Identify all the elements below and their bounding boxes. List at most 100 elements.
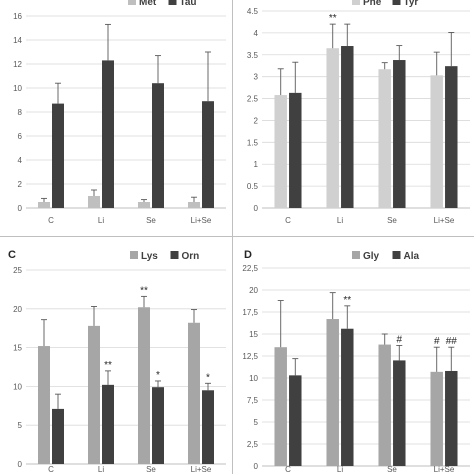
legend-swatch [130,251,138,259]
bar-gly-li [326,319,339,466]
bar-lys-li [88,325,100,464]
x-tick-label: Li+Se [434,465,455,474]
legend-label: Lys [141,251,158,262]
bar-lys-li-se [188,322,200,464]
x-tick-label: C [48,216,54,225]
bar-met-c [38,202,50,208]
significance-marker: * [156,370,160,381]
bar-lys-c [38,346,50,464]
x-tick-label: Li+Se [191,216,212,225]
panel-label: C [8,249,16,261]
x-tick-label: Se [387,465,397,474]
legend-swatch [392,0,401,5]
legend-label: Ala [404,251,420,262]
bar-phe-c [274,95,287,208]
y-tick-label: 12,5 [242,352,258,361]
bar-ala-c [289,375,302,466]
significance-marker: ** [343,295,351,306]
bar-tyr-li-se [445,66,458,208]
y-tick-label: 0.5 [247,182,259,191]
y-tick-label: 7,5 [247,396,259,405]
y-tick-label: 0 [254,204,259,213]
bar-orn-se [152,387,164,464]
legend-swatch [392,251,401,259]
x-tick-label: C [48,465,54,474]
y-tick-label: 25 [13,266,22,275]
bar-tyr-se [393,60,406,208]
panel-label: D [244,249,252,261]
y-tick-label: 17,5 [242,308,258,317]
bar-met-li-se [188,202,200,208]
legend-swatch [168,0,177,5]
x-tick-label: Li [337,465,343,474]
legend-label: Tau [180,0,197,8]
bar-tyr-li [341,46,354,209]
y-tick-label: 14 [13,36,22,45]
y-tick-label: 15 [249,330,258,339]
y-tick-label: 16 [13,12,22,21]
x-tick-label: Se [146,465,156,474]
significance-marker: ** [140,285,148,296]
x-tick-label: Se [387,216,397,225]
bar-gly-c [274,347,287,466]
y-tick-label: 2.5 [247,95,259,104]
y-tick-label: 10 [249,374,258,383]
x-tick-label: Li [98,216,104,225]
legend-swatch [352,251,360,259]
bar-lys-se [138,307,150,464]
bar-gly-li-se [430,371,443,466]
bar-tau-li [102,60,114,209]
y-tick-label: 4.5 [247,7,259,16]
y-tick-label: 10 [13,84,22,93]
bar-gly-se [378,344,391,466]
x-tick-label: Li [98,465,104,474]
x-tick-label: C [285,216,291,225]
x-tick-label: Li+Se [434,216,455,225]
bar-tau-li-se [202,101,214,208]
y-tick-label: 0 [254,462,259,471]
y-tick-label: 0 [18,204,23,213]
chart-panel-1: 0 2 4 6 8 10 12 14 16 C Li Se Li+Se Met Tau [13,0,226,225]
y-tick-label: 10 [13,382,22,391]
bar-met-li [88,196,100,208]
bar-ala-se [393,360,406,466]
bar-met-se [138,202,150,208]
y-tick-label: 20 [13,305,22,314]
y-tick-label: 5 [18,421,23,430]
bar-ala-li-se [445,370,458,466]
significance-marker: ** [329,13,337,24]
x-tick-label: C [285,465,291,474]
y-tick-label: 4 [254,29,259,38]
legend-swatch [352,0,360,5]
y-tick-label: 3 [254,73,259,82]
y-tick-label: 5 [254,418,259,427]
chart-panels: 0 2 4 6 8 10 12 14 16 C Li Se Li+Se Met Tau 0 0.5 1 1.5 2 2.… [8,0,470,474]
x-tick-label: Se [146,216,156,225]
significance-marker: ** [104,360,112,371]
y-tick-label: 8 [18,108,23,117]
y-tick-label: 20 [249,286,258,295]
legend-label: Tyr [404,0,419,8]
bar-phe-li [326,48,339,208]
bar-orn-li [102,384,114,464]
y-tick-label: 15 [13,344,22,353]
bar-ala-li [341,328,354,466]
significance-marker: ## [446,336,458,347]
y-tick-label: 1 [254,160,259,169]
y-tick-label: 0 [18,460,23,469]
chart-panel-4: 0 2,5 5 7,5 10 12,5 15 17,5 20 22,5 C Li ** Se # Li+Se #… [242,249,470,474]
bar-phe-se [378,69,391,208]
y-tick-label: 4 [18,156,23,165]
y-tick-label: 3.5 [247,51,259,60]
significance-marker: * [206,372,210,383]
legend-label: Gly [363,251,380,262]
legend-swatch [128,0,136,5]
legend-label: Met [139,0,157,8]
bar-tyr-c [289,92,302,208]
bar-tau-se [152,83,164,208]
x-tick-label: Li+Se [191,465,212,474]
y-tick-label: 2,5 [247,440,259,449]
y-tick-label: 12 [13,60,22,69]
